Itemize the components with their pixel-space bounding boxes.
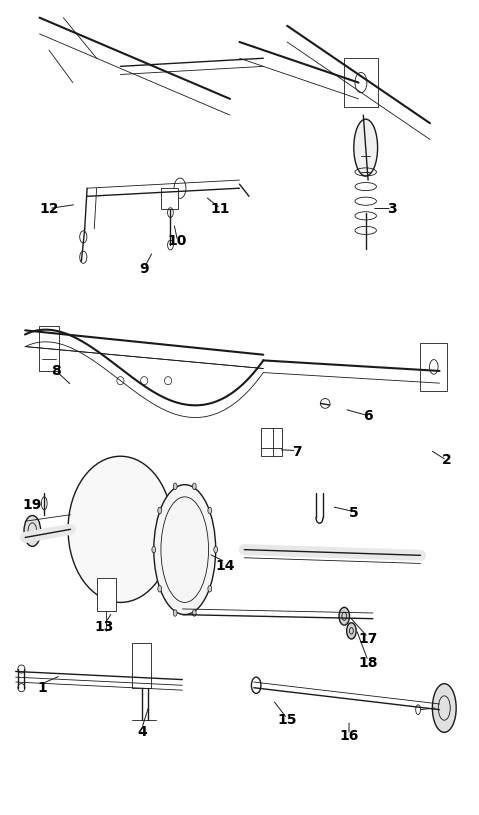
Bar [132,643,151,688]
Text: 7: 7 [292,445,301,459]
Ellipse shape [193,483,196,490]
Bar [39,326,58,371]
Ellipse shape [152,546,156,553]
Text: 1: 1 [37,681,47,694]
Ellipse shape [214,546,217,553]
Text: 19: 19 [23,498,42,512]
Ellipse shape [154,485,216,615]
Ellipse shape [193,610,196,616]
Ellipse shape [174,178,186,198]
Ellipse shape [24,516,41,546]
Text: 18: 18 [358,656,378,671]
Text: 8: 8 [51,364,61,378]
Ellipse shape [416,705,421,715]
Text: 2: 2 [442,453,452,467]
Text: 5: 5 [349,506,359,520]
Ellipse shape [433,684,456,733]
Ellipse shape [173,483,177,490]
Bar [344,58,377,107]
Bar [161,188,178,209]
Text: 16: 16 [339,729,359,743]
Text: 3: 3 [387,201,397,215]
Ellipse shape [208,585,212,592]
Text: 12: 12 [39,201,59,215]
Text: 15: 15 [277,713,297,727]
Text: 11: 11 [211,201,230,215]
Ellipse shape [68,456,173,602]
Text: 4: 4 [137,725,147,739]
Ellipse shape [80,251,87,263]
Ellipse shape [158,507,161,513]
Ellipse shape [208,507,212,513]
Bar [97,578,116,610]
Ellipse shape [354,119,377,176]
Ellipse shape [80,231,87,243]
Text: 14: 14 [216,559,235,573]
Ellipse shape [251,677,261,694]
Bar [421,342,446,391]
Ellipse shape [41,497,47,510]
Text: 9: 9 [139,262,149,276]
Text: 10: 10 [168,234,187,248]
Text: 17: 17 [358,632,378,646]
Text: 6: 6 [363,408,373,423]
Ellipse shape [347,623,356,639]
Ellipse shape [173,610,177,616]
Text: 13: 13 [94,619,114,634]
Bar [261,428,282,456]
Ellipse shape [339,607,350,625]
Ellipse shape [158,585,161,592]
